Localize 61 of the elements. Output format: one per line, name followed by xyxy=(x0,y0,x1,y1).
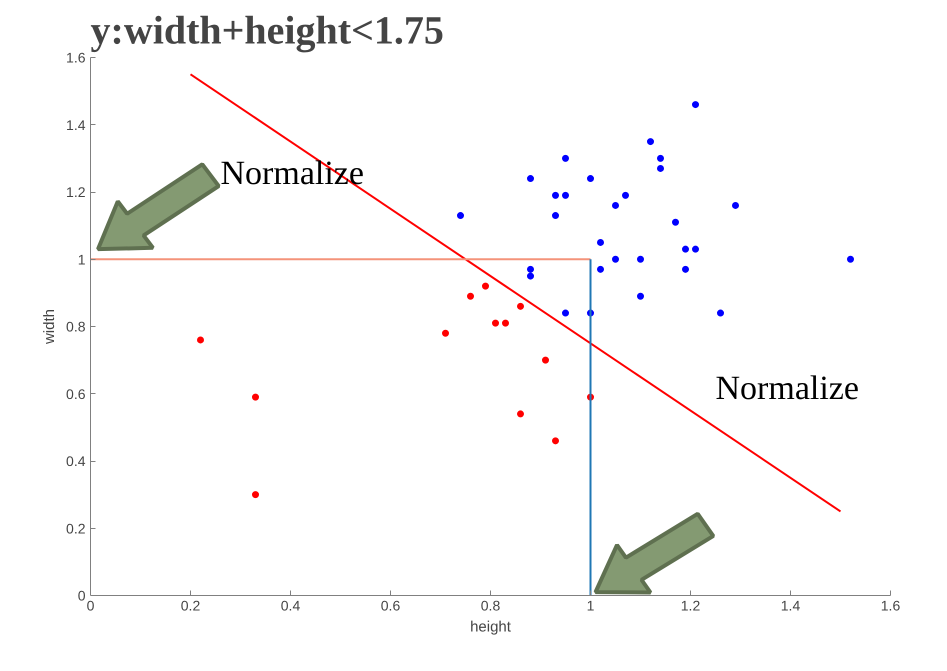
point xyxy=(672,218,679,226)
chart-title: y:width+height<1.75 xyxy=(90,8,444,52)
x-tick-label: 0.4 xyxy=(280,598,300,614)
point xyxy=(552,212,559,220)
x-tick-label: 1.2 xyxy=(680,598,700,614)
point xyxy=(252,394,259,401)
point xyxy=(597,266,604,273)
point xyxy=(612,256,619,263)
y-tick-label: 1.2 xyxy=(66,184,86,200)
point xyxy=(717,310,724,317)
point xyxy=(682,246,689,253)
y-tick-label: 0.2 xyxy=(66,520,86,536)
y-tick-label: 0.6 xyxy=(66,386,86,402)
point xyxy=(587,175,594,182)
point xyxy=(542,356,549,364)
point xyxy=(552,437,559,444)
point xyxy=(517,410,524,418)
x-tick-label: 1.6 xyxy=(880,598,900,614)
point xyxy=(467,292,474,300)
point xyxy=(492,320,499,327)
point xyxy=(692,246,699,253)
y-tick-label: 1.6 xyxy=(66,50,86,66)
point xyxy=(527,266,534,273)
point xyxy=(657,154,664,162)
point xyxy=(527,272,534,280)
point xyxy=(562,192,569,199)
point xyxy=(562,310,569,317)
point xyxy=(637,292,644,300)
point xyxy=(847,256,854,263)
point xyxy=(732,202,739,209)
y-axis-title: width xyxy=(41,308,58,346)
point xyxy=(527,175,534,182)
point xyxy=(252,491,259,498)
point xyxy=(647,138,654,146)
point xyxy=(692,101,699,108)
x-tick-label: 1 xyxy=(586,598,595,614)
point xyxy=(657,164,664,172)
x-tick-label: 0.2 xyxy=(180,598,200,614)
point xyxy=(482,282,489,290)
y-tick-label: 0.4 xyxy=(66,453,86,469)
x-axis-title: height xyxy=(470,618,512,636)
y-tick-label: 1 xyxy=(78,251,86,268)
point xyxy=(442,330,449,337)
y-tick-label: 1.4 xyxy=(66,116,86,133)
point xyxy=(562,154,569,162)
annotation: Normalize xyxy=(716,370,859,408)
point xyxy=(682,266,689,273)
x-tick-label: 0.8 xyxy=(480,598,500,614)
point xyxy=(637,256,644,263)
point xyxy=(597,238,604,246)
point xyxy=(622,192,629,199)
point xyxy=(197,336,204,344)
point xyxy=(502,320,509,327)
x-tick-label: 0.6 xyxy=(380,598,400,614)
point xyxy=(552,192,559,199)
x-tick-label: 1.4 xyxy=(780,598,800,614)
y-tick-label: 0 xyxy=(78,588,86,604)
point xyxy=(517,302,524,310)
point xyxy=(457,212,464,220)
y-tick-label: 0.8 xyxy=(66,318,86,334)
point xyxy=(612,202,619,209)
